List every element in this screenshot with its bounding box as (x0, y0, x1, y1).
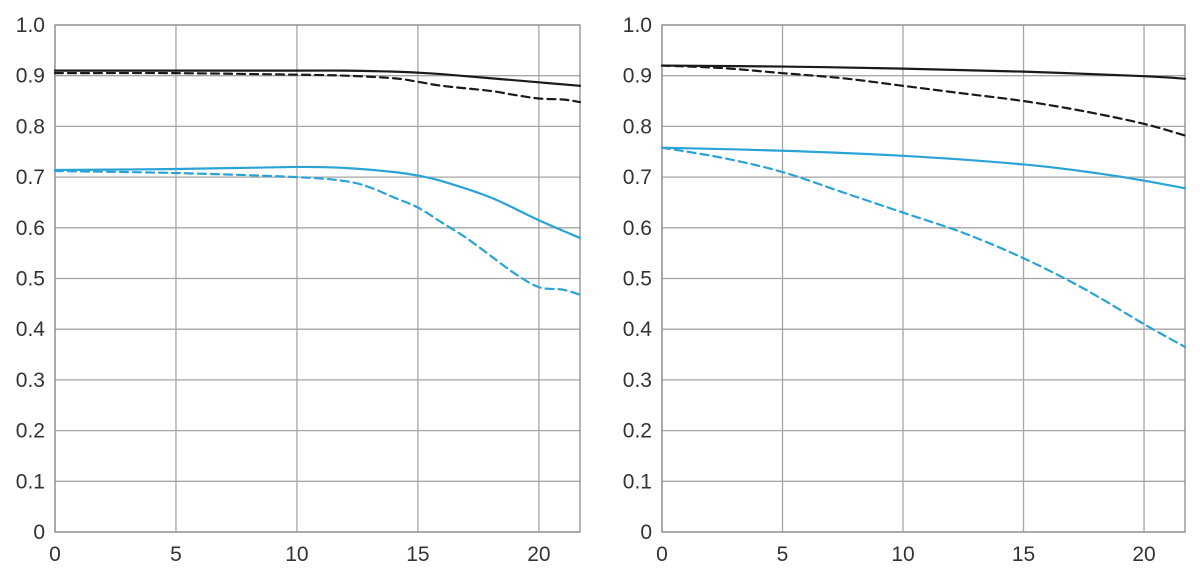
y-tick-label: 0.4 (623, 318, 653, 341)
y-tick-label: 0.2 (623, 420, 652, 443)
x-tick-label: 15 (1012, 543, 1035, 566)
series-line-blue-solid (53, 165, 582, 240)
x-tick-label: 5 (777, 543, 789, 566)
series-line-blue-solid (660, 146, 1187, 190)
y-tick-label: 0.4 (16, 318, 46, 341)
y-tick-label: 0.8 (16, 115, 45, 138)
y-tick-label: 0.5 (16, 268, 45, 291)
series-line-blue-dashed (53, 169, 582, 296)
series-line-black-solid (660, 64, 1187, 80)
y-tick-label: 0.2 (16, 420, 45, 443)
plot-frame (661, 24, 1186, 533)
x-tick-label: 0 (656, 543, 668, 566)
x-tick-label: 5 (170, 543, 182, 566)
x-tick-label: 15 (406, 543, 429, 566)
x-tick-label: 20 (527, 543, 550, 566)
right-mtf-chart: 0 0.1 0.2 0.3 0.4 0.5 0.6 0.7 0.8 0.9 1.0 0 5 10 15 20 (623, 14, 1187, 566)
y-tick-label: 0.9 (623, 65, 652, 88)
y-tick-label: 0.9 (16, 65, 45, 88)
plot-frame (54, 24, 581, 533)
x-tick-label: 10 (891, 543, 914, 566)
y-tick-label: 0.8 (623, 115, 652, 138)
series-line-black-solid (53, 69, 582, 87)
x-tick-label: 20 (1132, 543, 1155, 566)
left-mtf-chart: 0 0.1 0.2 0.3 0.4 0.5 0.6 0.7 0.8 0.9 1.0 0 5 10 15 20 (16, 14, 582, 566)
y-tick-label: 0.7 (623, 166, 652, 189)
y-tick-label: 1.0 (16, 14, 45, 37)
y-tick-label: 0 (33, 521, 45, 544)
x-tick-label: 10 (285, 543, 308, 566)
y-tick-label: 0.3 (623, 369, 652, 392)
y-tick-label: 0.1 (623, 470, 652, 493)
y-tick-label: 0.3 (16, 369, 45, 392)
x-tick-label: 0 (49, 543, 61, 566)
series-line-black-dashed (53, 71, 582, 104)
y-tick-label: 0.6 (623, 217, 652, 240)
y-tick-label: 0.7 (16, 166, 45, 189)
series-line-black-dashed (660, 64, 1187, 137)
series-line-blue-dashed (660, 146, 1187, 349)
y-tick-label: 0.1 (16, 470, 45, 493)
y-tick-label: 0 (640, 521, 652, 544)
y-tick-label: 1.0 (623, 14, 652, 37)
y-tick-label: 0.6 (16, 217, 45, 240)
y-tick-label: 0.5 (623, 268, 652, 291)
